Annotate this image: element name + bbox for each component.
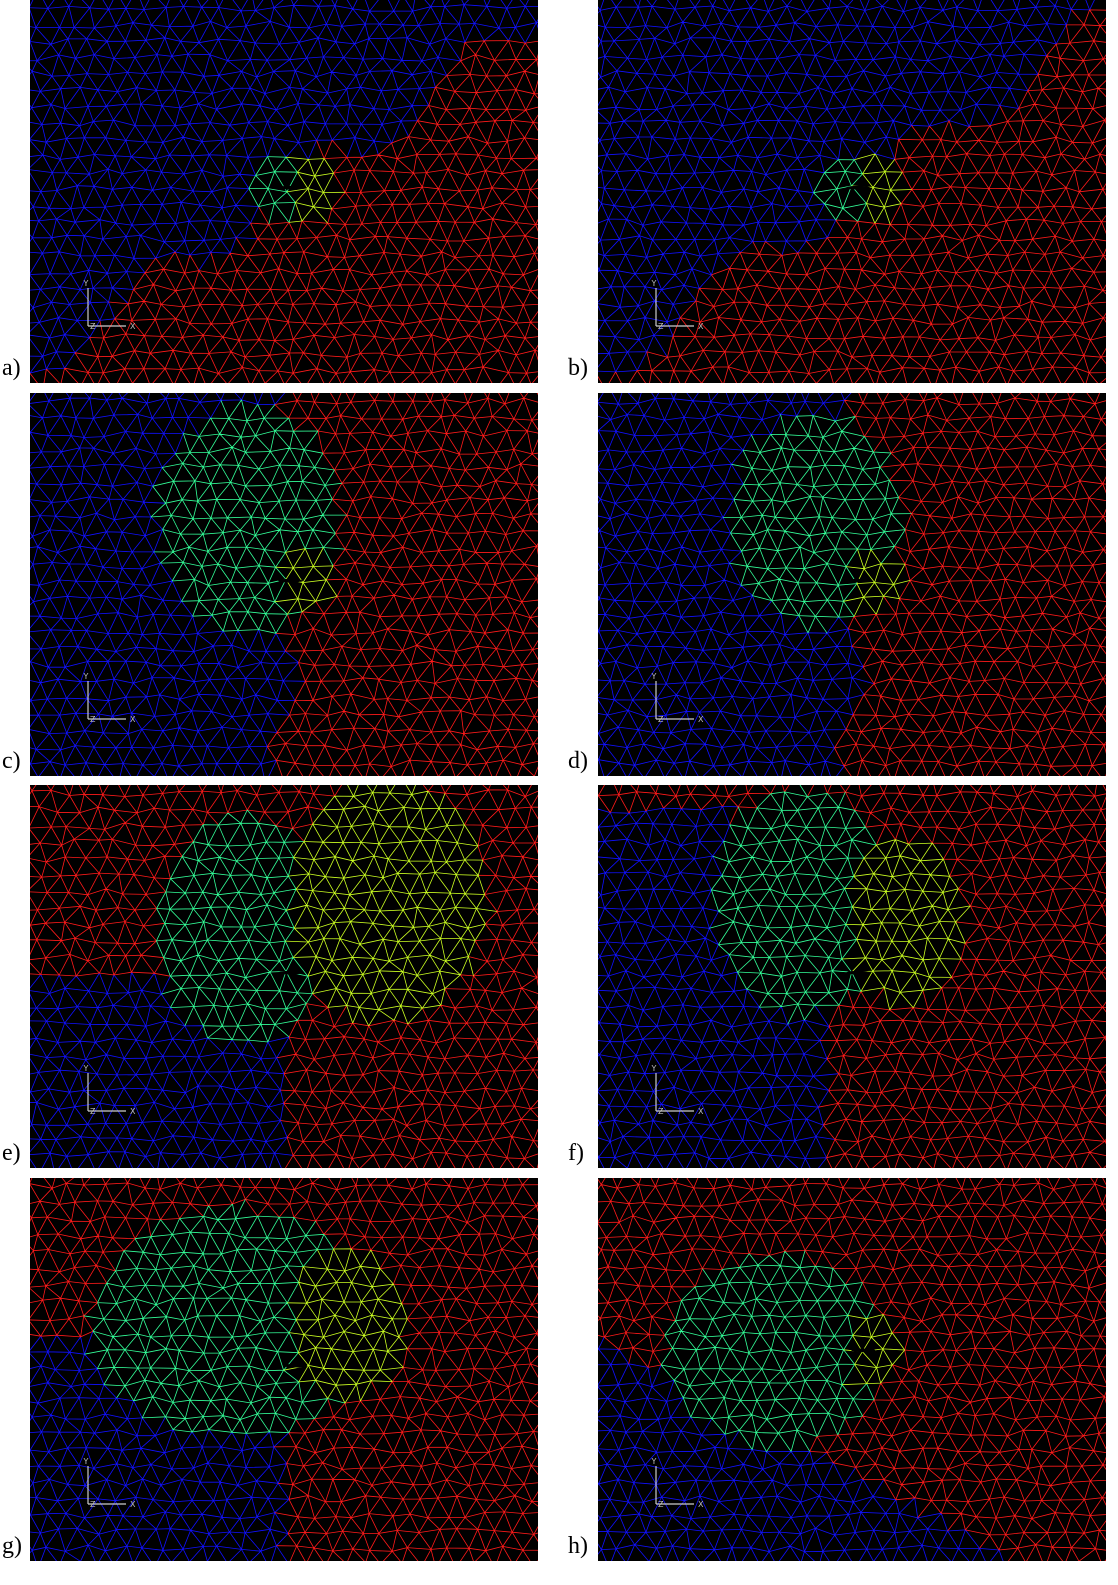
mesh-image: Y Z X <box>598 393 1106 776</box>
airfoil <box>278 971 302 975</box>
mesh-image: Y Z X <box>598 785 1106 1168</box>
mesh-image: Y Z X <box>598 1178 1106 1561</box>
triad-label: X <box>130 322 136 331</box>
airfoil <box>283 1364 307 1368</box>
mesh-image: Y Z X <box>30 0 538 383</box>
triad-label: Y <box>651 279 657 288</box>
mesh-image: Y Z X <box>30 1178 538 1561</box>
panel-label: b) <box>568 355 588 382</box>
airfoil <box>846 579 870 583</box>
triad-label: X <box>130 1107 136 1116</box>
triad-label: Z <box>90 1107 96 1116</box>
triad-label: Z <box>658 1500 664 1509</box>
triad-label: X <box>698 715 704 724</box>
mesh-edges <box>30 972 293 1168</box>
airfoil <box>846 971 870 975</box>
mesh-edges <box>84 1199 345 1433</box>
triad-label: Z <box>90 1500 96 1509</box>
airfoil <box>846 186 870 190</box>
panel-label: g) <box>2 1533 22 1560</box>
triad-label: X <box>130 1500 136 1509</box>
triad-label: X <box>130 715 136 724</box>
triad-label: Z <box>90 322 96 331</box>
triad-label: Y <box>651 1457 657 1466</box>
mesh-edges <box>249 157 298 225</box>
mesh-image: Y Z X <box>30 393 538 776</box>
figure: Y Z Xa) Y Z Xb) Y Z Xc) Y Z Xd) Y Z Xe) Y Z Xf) Y Z Xg) Y Z Xh) <box>0 0 1118 1585</box>
triad-label: Y <box>83 1064 89 1073</box>
mesh-edges <box>842 840 971 1010</box>
triad-label: Y <box>83 1457 89 1466</box>
airfoil <box>278 186 302 190</box>
triad-label: X <box>698 1107 704 1116</box>
triad-label: X <box>698 1500 704 1509</box>
triad-label: Z <box>658 715 664 724</box>
mesh-edges <box>30 393 305 776</box>
mesh-edges <box>156 810 312 1042</box>
mesh-edges <box>723 414 912 633</box>
panel-label: h) <box>568 1533 588 1560</box>
mesh-edges <box>844 549 911 617</box>
triad-label: Y <box>83 279 89 288</box>
mesh-edges <box>30 1331 289 1561</box>
panel-label: c) <box>2 748 21 775</box>
panel-label: e) <box>2 1140 21 1167</box>
mesh-edges <box>285 785 497 1026</box>
mesh-image: Y Z X <box>30 785 538 1168</box>
triad-label: Y <box>651 672 657 681</box>
triad-label: Z <box>90 715 96 724</box>
mesh-edges <box>814 160 867 222</box>
triad-label: Z <box>658 1107 664 1116</box>
mesh-edges <box>284 1249 408 1403</box>
airfoil <box>851 1349 875 1353</box>
mesh-edges <box>835 393 1107 776</box>
triad-label: Z <box>658 322 664 331</box>
mesh-edges <box>598 806 839 1168</box>
airfoil <box>278 579 302 583</box>
panel-label: a) <box>2 355 21 382</box>
panel-label: d) <box>568 748 588 775</box>
mesh-edges <box>286 157 345 223</box>
triad-label: Y <box>83 672 89 681</box>
mesh-image: Y Z X <box>598 0 1106 383</box>
triad-label: Y <box>651 1064 657 1073</box>
panel-label: f) <box>568 1140 584 1167</box>
triad-label: X <box>698 322 704 331</box>
